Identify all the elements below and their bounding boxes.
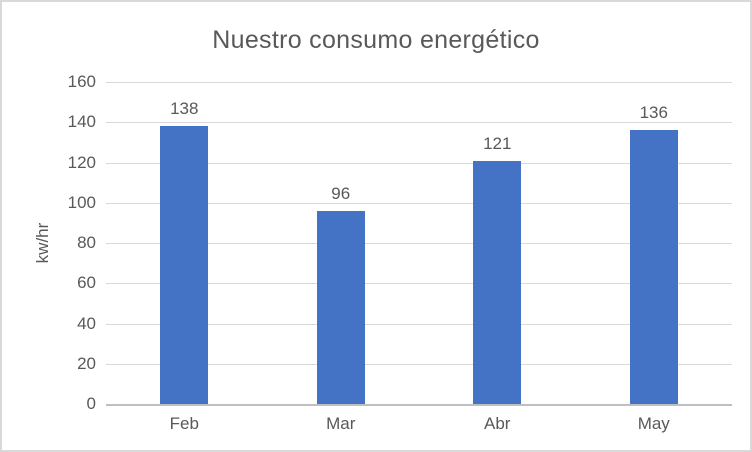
chart-title: Nuestro consumo energético: [212, 26, 540, 54]
bar-feb[interactable]: [160, 126, 209, 404]
x-tick-label-feb: Feb: [169, 414, 199, 433]
y-tick-label: 120: [67, 152, 96, 172]
gridline: [106, 363, 732, 365]
y-tick-label: 20: [77, 353, 96, 373]
gridline: [106, 82, 732, 83]
y-tick-label: 40: [77, 313, 96, 333]
y-tick-label: 160: [67, 72, 96, 91]
bar-mar[interactable]: [316, 210, 365, 404]
y-axis: 0 20 40 60 80 100 120 140 160: [2, 72, 96, 413]
y-tick-label: 100: [67, 192, 96, 212]
gridline: [106, 283, 732, 285]
gridline: [106, 323, 732, 325]
data-label-mar: 96: [331, 183, 351, 203]
bar-abr[interactable]: [473, 160, 522, 404]
data-label-abr: 121: [483, 133, 512, 153]
data-label-feb: 138: [170, 99, 199, 119]
y-tick-label: 0: [86, 394, 96, 413]
bar-may[interactable]: [629, 130, 678, 404]
x-tick-label-abr: Abr: [484, 414, 511, 433]
gridline: [106, 162, 732, 164]
y-tick-label: 140: [67, 112, 96, 132]
gridline: [106, 243, 732, 244]
y-tick-label: 60: [77, 273, 96, 293]
gridline: [106, 122, 732, 124]
x-tick-label-may: May: [637, 414, 670, 433]
gridline: [106, 202, 732, 204]
x-tick-label-mar: Mar: [326, 414, 356, 433]
y-tick-label: 80: [77, 233, 96, 252]
data-label-may: 136: [639, 103, 668, 123]
plot-area: 138 96 121 136: [106, 82, 732, 406]
